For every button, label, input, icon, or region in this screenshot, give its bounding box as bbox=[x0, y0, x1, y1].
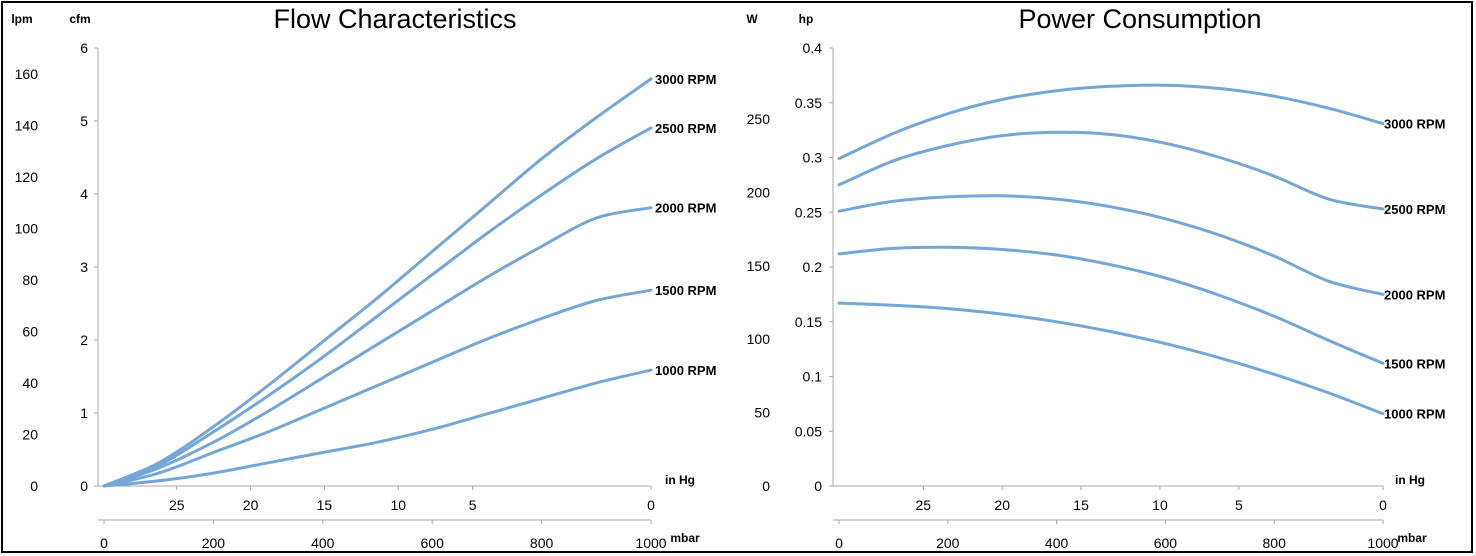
chart2-y2-tick-label: 0 bbox=[814, 478, 822, 494]
chart1-y1-tick-label: 140 bbox=[15, 117, 39, 133]
chart2-secondary-unit-label: hp bbox=[799, 12, 814, 26]
chart1-y1-tick-label: 0 bbox=[30, 478, 38, 494]
chart2-x2-tick-label: 600 bbox=[1154, 535, 1178, 551]
chart2-y2-tick-label: 0.15 bbox=[795, 314, 822, 330]
chart2-series-line-1500-rpm bbox=[837, 245, 1385, 365]
chart1-x1-tick-label: 25 bbox=[169, 497, 185, 513]
chart1-x2-tick-label: 800 bbox=[530, 535, 554, 551]
chart2-series-label: 2000 RPM bbox=[1384, 287, 1445, 302]
chart2-y2-tick-label: 0.35 bbox=[795, 95, 822, 111]
chart1-x1-unit-label: in Hg bbox=[665, 473, 695, 487]
chart1-series-label: 3000 RPM bbox=[655, 72, 716, 87]
chart2-x2-tick-label: 0 bbox=[835, 535, 843, 551]
chart1-series-label: 1000 RPM bbox=[655, 363, 716, 378]
chart1-y1-tick-label: 120 bbox=[15, 169, 39, 185]
chart2-x1-tick-label: 10 bbox=[1152, 497, 1168, 513]
chart2-y2-tick-label: 0.4 bbox=[803, 40, 823, 56]
chart1-x2-tick-label: 0 bbox=[100, 535, 108, 551]
chart2-series-label: 1000 RPM bbox=[1384, 407, 1445, 422]
chart2-x1-tick-label: 5 bbox=[1235, 497, 1243, 513]
chart2-y1-tick-label: 100 bbox=[747, 331, 771, 347]
chart2-x2-tick-label: 400 bbox=[1045, 535, 1069, 551]
chart1-series-line-2500-rpm bbox=[102, 126, 653, 488]
chart1-x1-tick-label: 15 bbox=[317, 497, 333, 513]
chart2-x2-tick-label: 800 bbox=[1263, 535, 1287, 551]
chart1-y1-tick-label: 40 bbox=[22, 375, 38, 391]
chart2-y2-tick-label: 0.2 bbox=[803, 259, 823, 275]
chart1-x1-tick-label: 0 bbox=[647, 497, 655, 513]
chart2-y1-tick-label: 250 bbox=[747, 111, 771, 127]
chart1-y1-tick-label: 20 bbox=[22, 426, 38, 442]
chart2-y2-tick-label: 0.1 bbox=[803, 369, 823, 385]
chart2-series-label: 3000 RPM bbox=[1384, 117, 1445, 132]
chart1-x1-tick-label: 10 bbox=[390, 497, 406, 513]
chart2-series-label: 2500 RPM bbox=[1384, 202, 1445, 217]
chart2-y1-tick-label: 50 bbox=[754, 405, 770, 421]
chart1-y1-tick-label: 80 bbox=[22, 272, 38, 288]
chart1-y1-tick-label: 160 bbox=[15, 66, 39, 82]
chart1-primary-unit-label: lpm bbox=[11, 12, 32, 26]
chart2-series-line-2000-rpm bbox=[837, 194, 1385, 296]
chart1-secondary-unit-label: cfm bbox=[69, 12, 90, 26]
chart2-series-label: 1500 RPM bbox=[1384, 356, 1445, 371]
chart2-y1-tick-label: 200 bbox=[747, 184, 771, 200]
chart1-series-line-2000-rpm bbox=[102, 206, 653, 488]
chart1-series-label: 2500 RPM bbox=[655, 121, 716, 136]
chart2-x1-unit-label: in Hg bbox=[1395, 473, 1425, 487]
chart1-y2-tick-label: 0 bbox=[80, 478, 88, 494]
chart1-series-label: 2000 RPM bbox=[655, 201, 716, 216]
chart1-x2-unit-label: mbar bbox=[670, 531, 700, 545]
chart1-y2-tick-label: 4 bbox=[80, 186, 88, 202]
chart2-x1-tick-label: 20 bbox=[994, 497, 1010, 513]
chart2-y1-tick-label: 150 bbox=[747, 258, 771, 274]
chart1-x2-tick-label: 400 bbox=[311, 535, 335, 551]
chart1-y1-tick-label: 60 bbox=[22, 323, 38, 339]
chart1-series-label: 1500 RPM bbox=[655, 283, 716, 298]
chart1-y2-tick-label: 3 bbox=[80, 259, 88, 275]
chart1-x2-tick-label: 1000 bbox=[635, 535, 666, 551]
chart1-series-line-1500-rpm bbox=[102, 288, 653, 488]
chart1-y2-tick-label: 2 bbox=[80, 332, 88, 348]
chart2-x1-tick-label: 0 bbox=[1379, 497, 1387, 513]
chart1-series-line-1000-rpm bbox=[102, 368, 653, 488]
chart2-y2-tick-label: 0.3 bbox=[803, 150, 823, 166]
chart2-x1-tick-label: 25 bbox=[916, 497, 932, 513]
chart2-series-line-3000-rpm bbox=[837, 83, 1385, 161]
chart2-y2-tick-label: 0.25 bbox=[795, 204, 822, 220]
chart1-x2-tick-label: 200 bbox=[202, 535, 226, 551]
chart2-title: Power Consumption bbox=[1018, 4, 1261, 34]
chart1-y2-tick-label: 6 bbox=[80, 40, 88, 56]
chart1-x2-tick-label: 600 bbox=[421, 535, 445, 551]
chart1-y2-tick-label: 5 bbox=[80, 113, 88, 129]
chart1-y2-tick-label: 1 bbox=[80, 405, 88, 421]
chart2-x1-tick-label: 15 bbox=[1073, 497, 1089, 513]
chart2-primary-unit-label: W bbox=[746, 12, 758, 26]
chart1-title: Flow Characteristics bbox=[273, 4, 516, 34]
chart2-series-line-1000-rpm bbox=[837, 301, 1385, 416]
chart1-series-line-3000-rpm bbox=[102, 77, 653, 488]
chart2-y1-tick-label: 0 bbox=[762, 478, 770, 494]
chart1-y1-tick-label: 100 bbox=[15, 220, 39, 236]
chart2-x2-tick-label: 200 bbox=[936, 535, 960, 551]
chart2-x2-tick-label: 1000 bbox=[1367, 535, 1398, 551]
chart1-x1-tick-label: 20 bbox=[243, 497, 259, 513]
chart1-x1-tick-label: 5 bbox=[469, 497, 477, 513]
chart2-series-line-2500-rpm bbox=[837, 130, 1385, 211]
chart2-y2-tick-label: 0.05 bbox=[795, 423, 822, 439]
chart2-x2-unit-label: mbar bbox=[1397, 531, 1427, 545]
